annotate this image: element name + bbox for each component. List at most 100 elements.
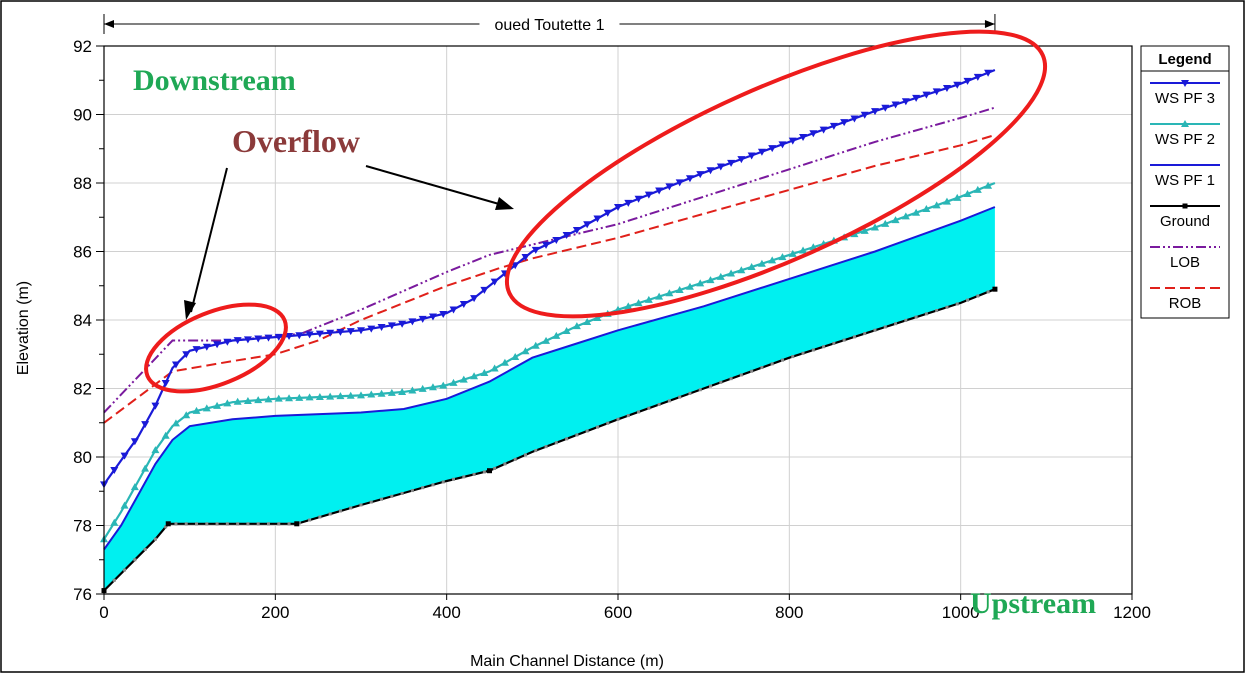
series-line-rob (103, 134, 996, 424)
series-marker (377, 323, 386, 331)
series-marker (531, 341, 540, 349)
water-fill-area (104, 207, 995, 591)
series-marker (696, 279, 705, 287)
series-marker (644, 191, 653, 199)
ground-minor-marker (266, 522, 270, 526)
legend-label: WS PF 1 (1155, 172, 1215, 189)
ground-minor-marker (811, 348, 815, 352)
series-marker (192, 346, 201, 354)
ground-minor-marker (338, 509, 342, 513)
ground-minor-marker (647, 406, 651, 410)
overflow-arrows (184, 165, 514, 320)
series-marker (202, 404, 211, 412)
downstream-annotation: Downstream (133, 64, 296, 97)
series-marker (788, 137, 797, 145)
legend: Legend WS PF 3 WS PF 2 WS PF 1 Ground LOB ROB (1140, 45, 1230, 319)
series-marker (223, 338, 232, 346)
series-marker (521, 253, 530, 261)
ground-minor-marker (883, 325, 887, 329)
series-marker (655, 187, 664, 195)
ground-minor-marker (575, 433, 579, 437)
ground-minor-marker (626, 414, 630, 418)
series-marker (161, 431, 170, 439)
x-tick-label: 200 (261, 603, 289, 622)
ground-minor-marker (657, 403, 661, 407)
ground-minor-marker (390, 494, 394, 498)
series-marker (778, 253, 787, 261)
ground-minor-marker (164, 525, 168, 529)
ground-minor-marker (523, 453, 527, 457)
ground-minor-marker (832, 341, 836, 345)
ground-minor-marker (966, 298, 970, 302)
series-marker (614, 203, 622, 211)
y-tick-label: 92 (73, 37, 92, 56)
ground-minor-marker (842, 338, 846, 342)
series-marker (562, 232, 571, 240)
series-marker (634, 195, 643, 203)
series-marker (953, 81, 962, 89)
ground-minor-marker (554, 441, 558, 445)
series-marker (665, 289, 674, 297)
series-marker (932, 88, 941, 96)
series-marker (891, 101, 900, 109)
series-marker (141, 464, 150, 472)
ground-minor-marker (349, 506, 353, 510)
ground-minor-marker (873, 328, 877, 332)
arrowhead-icon (184, 300, 196, 320)
series-marker (377, 389, 386, 397)
series-marker (593, 215, 602, 223)
series-marker (973, 185, 982, 193)
ground-minor-marker (174, 522, 178, 526)
series-marker (603, 209, 612, 217)
legend-label: WS PF 2 (1155, 131, 1215, 148)
series-marker (439, 381, 448, 389)
y-tick-label: 82 (73, 380, 92, 399)
series-marker (747, 262, 756, 270)
series-marker (572, 226, 581, 234)
series-marker (696, 171, 705, 179)
series-marker (799, 246, 808, 254)
y-tick-label: 88 (73, 174, 92, 193)
ground-minor-marker (441, 480, 445, 484)
series-marker (398, 388, 407, 396)
ground-minor-marker (452, 477, 456, 481)
ground-minor-marker (791, 355, 795, 359)
arrowhead-icon (495, 197, 514, 210)
ground-minor-marker (482, 470, 486, 474)
y-axis-title: Elevation (m) (15, 281, 32, 375)
series-marker (932, 201, 941, 209)
series-marker (871, 223, 879, 231)
series-marker (264, 334, 273, 342)
series-marker (624, 199, 633, 207)
y-tick-label: 86 (73, 243, 92, 262)
series-marker (737, 266, 746, 274)
arrow-to-downstream (190, 167, 228, 313)
y-tick-label: 78 (73, 517, 92, 536)
ground-minor-marker (698, 388, 702, 392)
series-marker (182, 411, 191, 419)
series-marker (470, 372, 479, 380)
ground-minor-marker (503, 462, 507, 466)
series-marker (192, 406, 201, 414)
series-marker (120, 452, 129, 460)
ground-minor-marker (822, 345, 826, 349)
ground-minor-marker (143, 547, 147, 551)
ground-station-marker (992, 286, 998, 292)
series-line-ws-pf-1 (103, 206, 996, 551)
series-marker (470, 295, 479, 303)
series-marker (840, 119, 849, 127)
legend-title: Legend (1158, 51, 1211, 68)
series-marker (233, 337, 242, 345)
series-marker (737, 156, 746, 164)
series-marker (788, 249, 797, 257)
series-marker (428, 383, 437, 391)
series-marker (151, 446, 160, 454)
series-marker (655, 292, 664, 300)
series-marker (315, 392, 324, 400)
ground-minor-marker (308, 518, 312, 522)
ground-minor-marker (359, 503, 363, 507)
ground-minor-marker (852, 335, 856, 339)
ground-minor-marker (616, 417, 620, 421)
ground-minor-marker (976, 294, 980, 298)
series-marker (141, 421, 150, 429)
